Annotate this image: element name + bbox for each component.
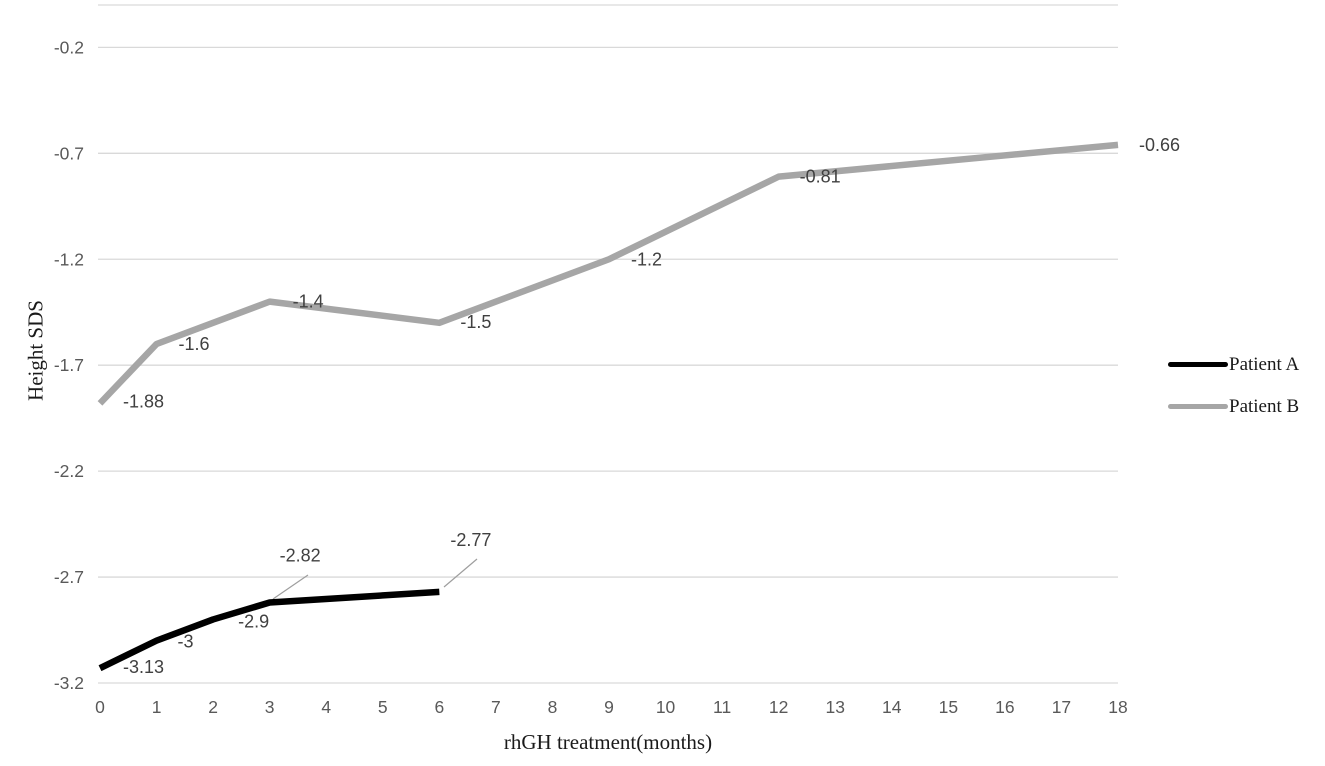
legend-label-patient-a: Patient A <box>1229 353 1300 375</box>
data-label: -0.81 <box>800 167 841 187</box>
x-tick-label: 18 <box>1108 697 1127 717</box>
y-tick-label: -1.2 <box>54 249 84 269</box>
x-tick-label: 3 <box>265 697 275 717</box>
x-tick-label: 17 <box>1052 697 1071 717</box>
data-label: -2.77 <box>450 530 491 550</box>
data-label-leader-line <box>443 558 478 588</box>
y-tick-label: -0.2 <box>54 37 84 57</box>
legend-line-sample-patient-b <box>1168 404 1228 409</box>
data-label: -1.88 <box>123 391 164 411</box>
data-label: -1.6 <box>179 334 210 354</box>
x-tick-label: 0 <box>95 697 105 717</box>
x-tick-label: 7 <box>491 697 501 717</box>
y-tick-label: -0.7 <box>54 143 84 163</box>
data-label: -0.66 <box>1139 135 1180 155</box>
data-label: -2.9 <box>238 611 269 631</box>
x-tick-label: 4 <box>321 697 331 717</box>
y-tick-label: -2.2 <box>54 461 84 481</box>
x-tick-label: 9 <box>604 697 614 717</box>
x-tick-label: 8 <box>548 697 558 717</box>
legend-item-patient-a: Patient A <box>1168 351 1299 378</box>
legend-line-sample-patient-a <box>1168 362 1228 367</box>
y-axis-title: Height SDS <box>23 300 48 401</box>
legend-item-patient-b: Patient B <box>1168 393 1299 420</box>
x-tick-label: 10 <box>656 697 676 717</box>
data-label: -3 <box>178 632 194 652</box>
x-tick-label: 16 <box>995 697 1014 717</box>
legend-label-patient-b: Patient B <box>1229 395 1300 417</box>
data-label: -3.13 <box>123 657 164 677</box>
x-tick-label: 11 <box>713 697 731 717</box>
data-label: -1.4 <box>293 292 324 312</box>
data-label-leader-line <box>272 574 309 600</box>
x-tick-label: 15 <box>939 697 958 717</box>
legend: Patient A Patient B <box>1168 351 1299 420</box>
x-tick-label: 14 <box>882 697 902 717</box>
x-tick-label: 12 <box>769 697 788 717</box>
series-line-patient-a <box>98 588 440 672</box>
y-tick-label: -3.2 <box>54 673 84 693</box>
x-axis-title: rhGH treatment(months) <box>503 730 713 754</box>
x-tick-label: 1 <box>152 697 162 717</box>
y-tick-label: -2.7 <box>54 567 84 587</box>
data-label: -1.5 <box>460 312 491 332</box>
x-tick-label: 2 <box>208 697 218 717</box>
x-tick-label: 6 <box>434 697 444 717</box>
x-tick-label: 13 <box>825 697 844 717</box>
y-tick-label: -1.7 <box>54 355 84 375</box>
data-label: -2.82 <box>280 545 321 565</box>
x-tick-label: 5 <box>378 697 388 717</box>
series-line-patient-b <box>97 141 1119 406</box>
data-label: -1.2 <box>631 249 662 269</box>
